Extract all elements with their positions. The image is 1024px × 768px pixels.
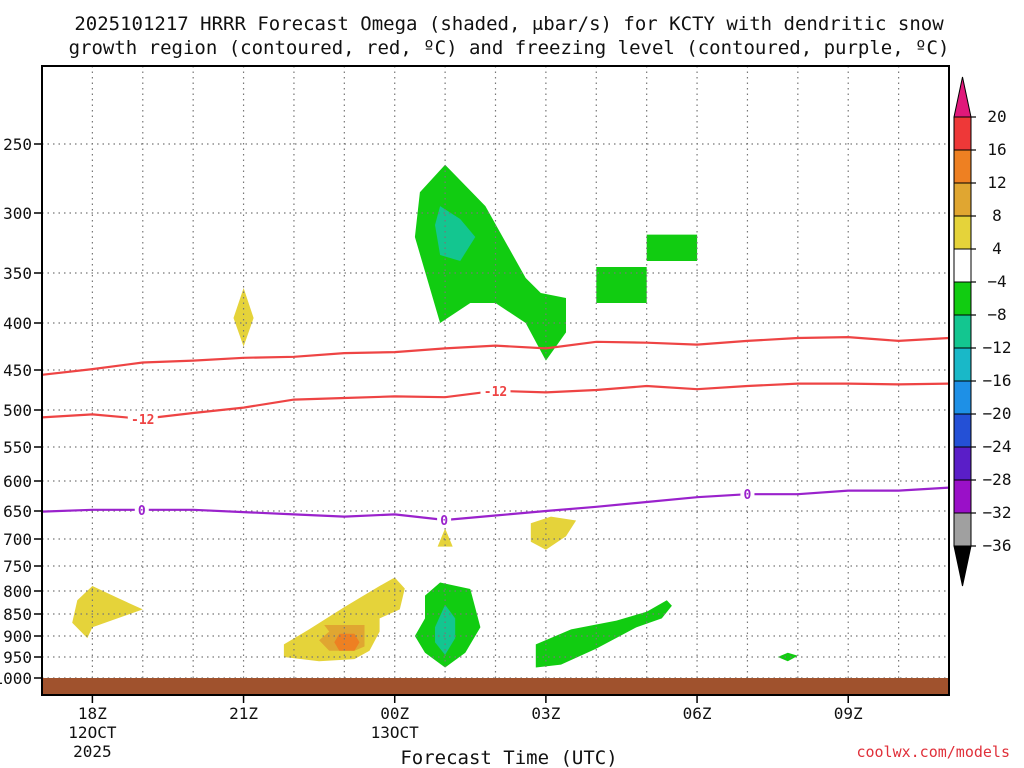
omega-region-ascent-low-right [535,600,672,668]
omega-region-descent-upper-sliver [233,288,254,347]
omega-region-descent-mid-small [437,528,453,547]
colorbar-segment-12 [953,512,972,547]
y-tick-label-800: 800 [3,582,32,601]
y-tick-label-500: 500 [3,401,32,420]
colorbar-label-5: −4 [987,272,1006,291]
omega-region-ascent-low-tiny [777,652,798,662]
colorbar-label-0: 20 [987,107,1006,126]
y-tick-label-700: 700 [3,530,32,549]
colorbar-bottom-arrow [953,545,972,587]
colorbar-segment-9 [953,413,972,448]
y-tick-label-600: 600 [3,472,32,491]
colorbar-label-2: 12 [987,173,1006,192]
omega-region-ascent-upper-core [435,206,476,261]
colorbar-label-1: 16 [987,140,1006,159]
colorbar-segment-7 [953,347,972,382]
x-tick-label-03Z: 03Z [531,704,560,723]
y-tick-label-900: 900 [3,627,32,646]
x-tick-label-21Z: 21Z [229,704,258,723]
colorbar-label-7: −12 [983,338,1012,357]
chart-title-line2: growth region (contoured, red, ºC) and f… [69,37,950,59]
colorbar: 20 16 12 8 4 −4 −8 −12 −16 −20 −24 −28 −32 −36 [953,76,1012,587]
colorbar-segment-1 [953,149,972,184]
y-tick-label-1000: 1000 [0,669,32,688]
colorbar-label-11: −28 [983,470,1012,489]
colorbar-label-12: −32 [983,503,1012,522]
x-tick-date-18Z: 12OCT [68,723,117,742]
omega-region-ascent-low-center-core [435,604,456,655]
colorbar-label-9: −20 [983,404,1012,423]
contour-label-2-2: 0 [744,488,752,503]
temperature-contours: -12 -12 0 0 0 [41,335,950,529]
omega-region-ascent-upper-rect1 [596,267,647,303]
y-tick-label-950: 950 [3,648,32,667]
colorbar-label-10: −24 [983,437,1012,456]
omega-region-descent-low-main [283,577,405,662]
contour-line-1 [41,335,950,376]
y-tick-label-250: 250 [3,135,32,154]
contour-label-2-0: 0 [138,504,146,519]
y-tick-label-650: 650 [3,502,32,521]
credit-text: coolwx.com/models [856,743,1010,761]
contour-line-2 [41,486,950,522]
contour-label-2-1: 0 [440,514,448,529]
contour-label-bg-2-1 [437,511,452,528]
y-axis-ticks: 250 300 350 400 450 500 550 600 650 700 750 800 850 9… [0,135,42,688]
y-tick-label-750: 750 [3,557,32,576]
colorbar-label-8: −16 [983,371,1012,390]
x-tick-year-18Z: 2025 [73,742,112,761]
contour-label-bg-0-0 [127,410,158,427]
colorbar-label-4: 4 [992,239,1002,258]
contour-label-bg-0-1 [480,382,511,399]
x-axis-label: Forecast Time (UTC) [400,747,617,768]
x-tick-label-06Z: 06Z [683,704,712,723]
omega-shaded-regions [72,164,798,668]
x-tick-label-09Z: 09Z [834,704,863,723]
omega-region-ascent-upper-large [414,164,566,361]
contour-label-0-1: -12 [484,385,507,400]
y-tick-label-550: 550 [3,438,32,457]
colorbar-label-6: −8 [987,305,1006,324]
y-tick-label-300: 300 [3,204,32,223]
plot-area: -12 -12 0 0 0 [41,65,950,696]
colorbar-segment-4 [953,248,972,283]
contour-label-0-0: -12 [131,413,154,428]
y-tick-label-850: 850 [3,605,32,624]
colorbar-segment-2 [953,182,972,217]
colorbar-label-3: 8 [992,206,1002,225]
ground-below-surface [42,678,949,695]
colorbar-segment-6 [953,314,972,349]
colorbar-segment-11 [953,479,972,514]
colorbar-segment-3 [953,215,972,250]
x-tick-label-18Z: 18Z [78,704,107,723]
colorbar-top-arrow [953,76,972,118]
colorbar-segment-10 [953,446,972,481]
omega-region-descent-low-left [72,586,143,639]
omega-region-descent-low-core [334,633,360,651]
contour-label-bg-2-2 [740,486,755,503]
y-tick-label-450: 450 [3,361,32,380]
y-tick-label-350: 350 [3,264,32,283]
contour-label-bg-2-0 [134,501,149,518]
x-tick-date-00Z: 13OCT [371,723,420,742]
colorbar-label-13: −36 [983,536,1012,555]
plot-frame [41,65,950,696]
colorbar-segment-0 [953,116,972,151]
omega-region-descent-mid-oval [530,516,577,550]
colorbar-segment-5 [953,281,972,316]
colorbar-segment-8 [953,380,972,415]
y-tick-label-400: 400 [3,314,32,333]
omega-region-ascent-upper-rect2 [646,234,698,261]
chart-title-line1: 2025101217 HRRR Forecast Omega (shaded, … [74,13,944,35]
x-tick-label-00Z: 00Z [380,704,409,723]
